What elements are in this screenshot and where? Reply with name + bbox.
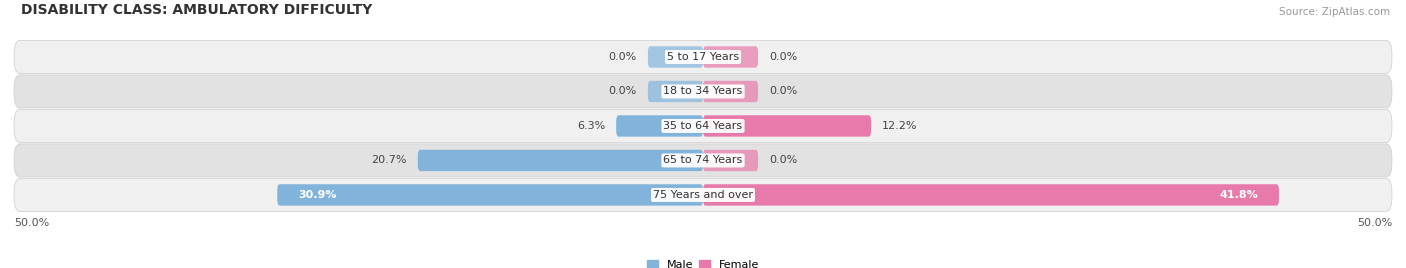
Text: 50.0%: 50.0% xyxy=(14,218,49,228)
FancyBboxPatch shape xyxy=(14,109,1392,143)
Text: Source: ZipAtlas.com: Source: ZipAtlas.com xyxy=(1279,7,1391,17)
Text: 12.2%: 12.2% xyxy=(882,121,918,131)
FancyBboxPatch shape xyxy=(648,81,703,102)
Text: 0.0%: 0.0% xyxy=(769,87,797,96)
Text: DISABILITY CLASS: AMBULATORY DIFFICULTY: DISABILITY CLASS: AMBULATORY DIFFICULTY xyxy=(21,3,373,17)
FancyBboxPatch shape xyxy=(418,150,703,171)
Text: 0.0%: 0.0% xyxy=(769,52,797,62)
Text: 0.0%: 0.0% xyxy=(609,52,637,62)
Text: 30.9%: 30.9% xyxy=(298,190,336,200)
FancyBboxPatch shape xyxy=(648,46,703,68)
Text: 35 to 64 Years: 35 to 64 Years xyxy=(664,121,742,131)
FancyBboxPatch shape xyxy=(703,115,872,137)
FancyBboxPatch shape xyxy=(616,115,703,137)
FancyBboxPatch shape xyxy=(277,184,703,206)
Text: 41.8%: 41.8% xyxy=(1219,190,1258,200)
Text: 0.0%: 0.0% xyxy=(609,87,637,96)
FancyBboxPatch shape xyxy=(703,150,758,171)
FancyBboxPatch shape xyxy=(703,81,758,102)
FancyBboxPatch shape xyxy=(14,40,1392,73)
FancyBboxPatch shape xyxy=(703,184,1279,206)
Text: 20.7%: 20.7% xyxy=(371,155,406,165)
Text: 6.3%: 6.3% xyxy=(576,121,605,131)
FancyBboxPatch shape xyxy=(703,46,758,68)
FancyBboxPatch shape xyxy=(14,178,1392,211)
FancyBboxPatch shape xyxy=(14,144,1392,177)
Text: 50.0%: 50.0% xyxy=(1357,218,1392,228)
Legend: Male, Female: Male, Female xyxy=(643,255,763,268)
Text: 18 to 34 Years: 18 to 34 Years xyxy=(664,87,742,96)
FancyBboxPatch shape xyxy=(14,75,1392,108)
Text: 0.0%: 0.0% xyxy=(769,155,797,165)
Text: 5 to 17 Years: 5 to 17 Years xyxy=(666,52,740,62)
Text: 65 to 74 Years: 65 to 74 Years xyxy=(664,155,742,165)
Text: 75 Years and over: 75 Years and over xyxy=(652,190,754,200)
